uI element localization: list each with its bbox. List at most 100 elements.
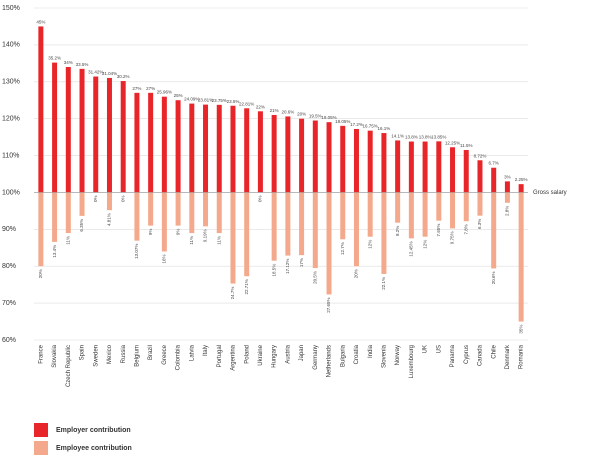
x-tick-label: Luxembourg	[409, 345, 415, 378]
x-tick-label: Slovakia	[52, 344, 58, 367]
legend-swatch	[34, 441, 48, 455]
value-label: 22.81%	[239, 101, 254, 106]
bar	[134, 92, 140, 193]
value-label: 6.35%	[79, 219, 84, 232]
bar	[518, 192, 524, 322]
y-tick-label: 110%	[2, 152, 19, 159]
value-label: 14.1%	[391, 133, 404, 138]
value-label: 20%	[354, 269, 359, 278]
x-tick-label: Cyprus	[464, 345, 470, 364]
x-tick-label: Portugal	[217, 345, 223, 367]
value-label: 9%	[148, 229, 153, 236]
y-tick-label: 130%	[2, 79, 20, 86]
value-label: 31.42%	[88, 70, 103, 75]
x-tick-label: Russia	[121, 344, 127, 363]
y-tick-label: 100%	[2, 189, 20, 196]
x-tick-label: Belgium	[134, 345, 140, 367]
x-tick-label: Croatia	[354, 344, 360, 364]
value-label: 33.5%	[76, 62, 89, 67]
value-label: 22%	[256, 104, 265, 109]
y-tick-label: 60%	[2, 337, 16, 344]
bar	[477, 160, 483, 193]
value-label: 20%	[297, 112, 306, 117]
value-label: 25.96%	[157, 90, 172, 95]
x-tick-label: Greece	[162, 344, 168, 364]
bar	[436, 192, 442, 221]
bar	[52, 62, 58, 193]
bar	[367, 130, 373, 193]
value-label: 8.2%	[395, 226, 400, 236]
bar	[285, 192, 291, 256]
bar	[230, 105, 236, 193]
x-tick-label: Spain	[80, 345, 86, 360]
value-label: 24.09%	[184, 97, 199, 102]
bar	[477, 192, 483, 216]
bar	[216, 104, 222, 193]
bar	[203, 192, 209, 227]
bar	[395, 192, 401, 223]
bar	[189, 192, 195, 234]
value-label: 27%	[146, 86, 155, 91]
x-tick-label: Sweden	[93, 345, 99, 367]
bar	[148, 92, 154, 193]
legend-swatch	[34, 423, 48, 437]
value-label: 0%	[258, 195, 263, 202]
value-label: 24.7%	[230, 287, 235, 300]
y-tick-label: 80%	[2, 263, 16, 270]
value-label: 12.7%	[340, 242, 345, 255]
bar	[216, 192, 222, 234]
bar	[38, 192, 44, 267]
x-tick-label: Netherlands	[327, 345, 333, 377]
x-tick-label: India	[368, 344, 374, 358]
bar	[299, 118, 305, 193]
x-tick-label: Austria	[285, 344, 291, 363]
value-label: 30.2%	[117, 74, 130, 79]
bar	[148, 192, 154, 226]
x-tick-label: Poland	[244, 345, 250, 364]
bar	[408, 141, 414, 193]
x-tick-label: Italy	[203, 345, 209, 356]
bar	[450, 147, 456, 193]
value-label: 12%	[367, 240, 372, 249]
value-label: 17%	[299, 258, 304, 267]
bar	[134, 192, 140, 241]
x-tick-label: Ukraine	[258, 344, 264, 365]
value-label: 0%	[93, 195, 98, 202]
bar	[65, 67, 71, 193]
bar	[353, 192, 359, 267]
bar	[326, 192, 332, 295]
legend-label: Employee contribution	[56, 445, 132, 452]
value-label: 13.8%	[419, 135, 432, 140]
value-label: 16.1%	[378, 126, 391, 131]
value-label: 13.4%	[52, 245, 57, 258]
value-label: 23.5%	[227, 99, 240, 104]
bar	[244, 192, 250, 277]
value-label: 12.45%	[409, 241, 414, 256]
bar	[340, 192, 346, 240]
value-label: 35.2%	[48, 56, 61, 61]
bar	[312, 192, 318, 269]
x-tick-label: Panama	[450, 344, 456, 367]
value-label: 20.6%	[281, 109, 294, 114]
bar	[299, 192, 305, 256]
value-label: 17.2%	[350, 122, 363, 127]
x-tick-label: Chile	[491, 344, 497, 358]
x-tick-label: Canada	[478, 344, 484, 366]
bar	[450, 192, 456, 229]
value-label: 21%	[270, 108, 279, 113]
value-label: 22.71%	[244, 279, 249, 294]
value-label: 20.5%	[312, 271, 317, 284]
bar	[408, 192, 414, 239]
value-label: 7.65%	[436, 224, 441, 237]
bar	[436, 141, 442, 193]
y-tick-label: 150%	[2, 5, 20, 12]
bar	[367, 192, 373, 237]
bar	[381, 133, 387, 193]
value-label: 22.1%	[381, 277, 386, 290]
value-label: 35%	[518, 325, 523, 334]
bar	[491, 192, 497, 269]
bar	[161, 192, 167, 252]
bar	[422, 141, 428, 193]
x-tick-label: Japan	[299, 345, 305, 361]
value-label: 4.81%	[107, 213, 112, 226]
